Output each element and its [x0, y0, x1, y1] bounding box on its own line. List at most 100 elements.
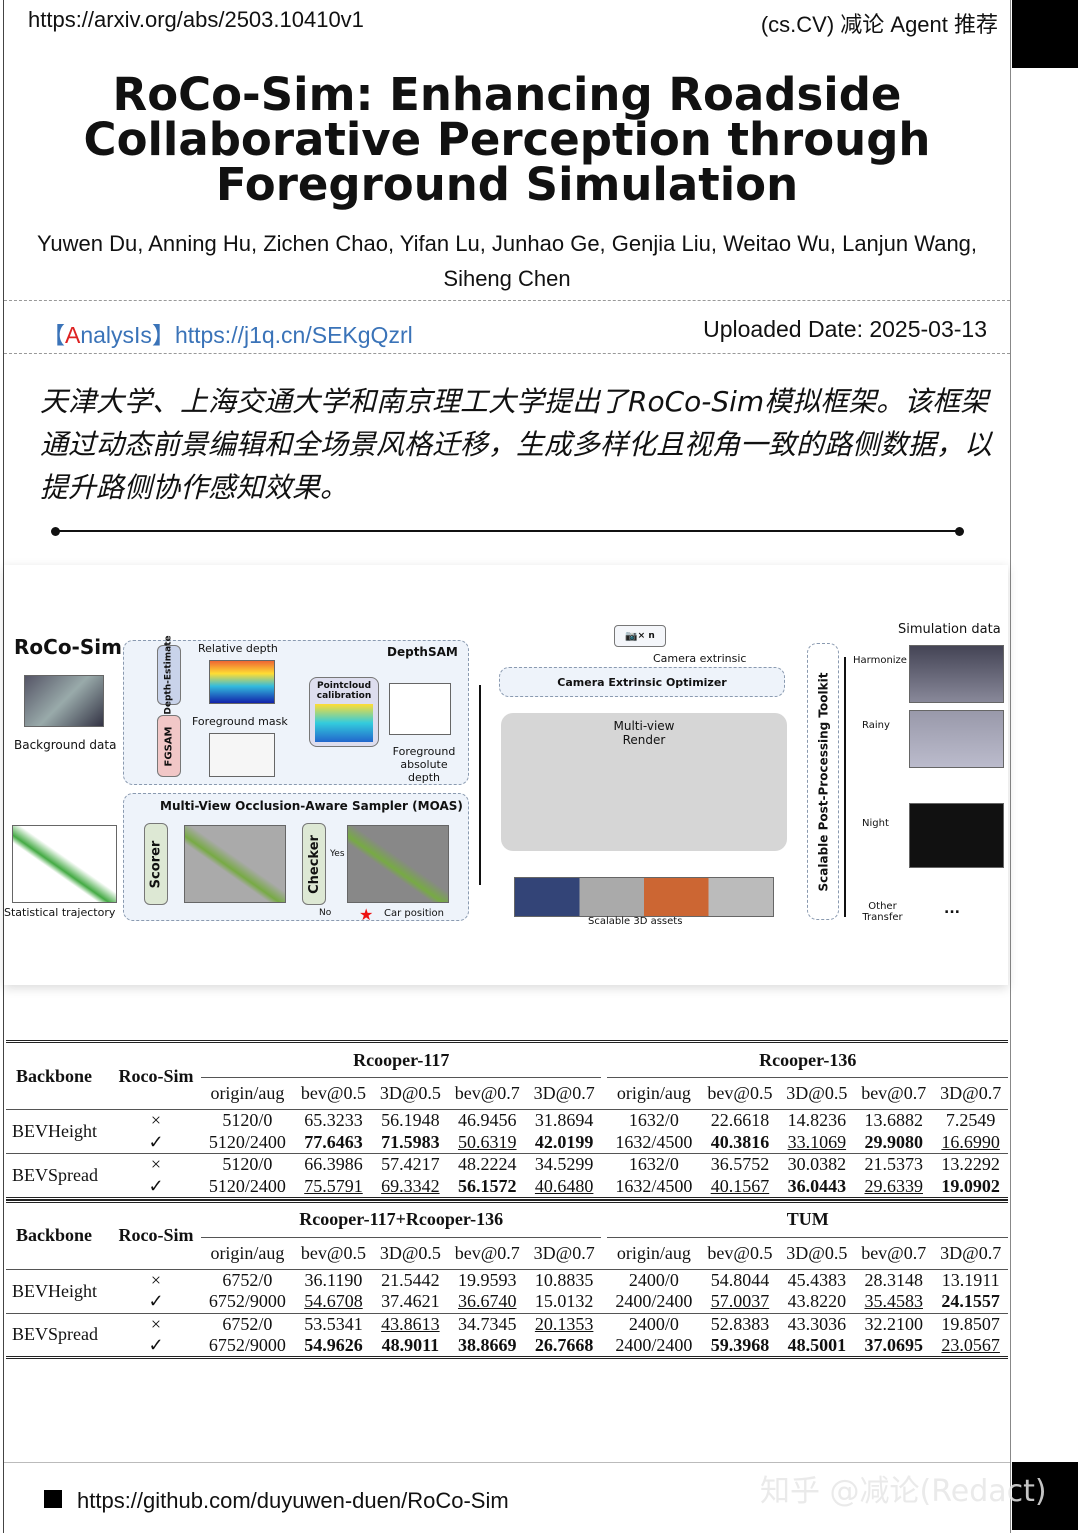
fgsam-box: FGSAM	[157, 715, 181, 777]
value-cell: 48.2224	[447, 1153, 527, 1176]
ellipsis: ...	[944, 901, 960, 917]
rocosim-mark: ✓	[148, 1291, 164, 1312]
value-cell: 46.9456	[447, 1109, 527, 1132]
column-header: origin/aug	[210, 1242, 285, 1263]
background-images	[24, 675, 104, 727]
watermark: 知乎 @减论(Redact)	[760, 1474, 1047, 1509]
value-cell: 22.6618	[700, 1109, 780, 1132]
column-header: 3D@0.5	[786, 1083, 848, 1103]
value-cell: 32.2100	[854, 1312, 934, 1335]
value-cell: 33.1069	[787, 1131, 847, 1152]
paper-title: RoCo-Sim: Enhancing Roadside Collaborati…	[0, 72, 1014, 207]
page-border	[3, 0, 4, 1533]
value-cell: 5120/2400	[208, 1175, 286, 1196]
analysis-text: nalysIs	[80, 322, 152, 348]
value-cell: 36.0443	[787, 1175, 847, 1196]
column-header: origin/aug	[616, 1242, 691, 1263]
value-cell: 52.8383	[700, 1312, 780, 1335]
table-row: BEVSpread × 6752/0 53.5341 43.8613 34.7345 20.…	[6, 1312, 1008, 1358]
column-header: 3D@0.7	[940, 1242, 1002, 1263]
value-cell: 34.5299	[526, 1153, 602, 1176]
table-row: BEVSpread × 5120/0 66.3986 57.4217 48.2224 34.…	[6, 1153, 1008, 1198]
header-backbone: Backbone	[16, 1065, 93, 1086]
value-cell: 20.1353	[526, 1312, 602, 1335]
header-backbone: Backbone	[16, 1225, 93, 1245]
analysis-a: A	[65, 322, 81, 348]
optimizer-box: Camera Extrinsic Optimizer	[499, 667, 785, 697]
value-cell: 57.4217	[373, 1153, 448, 1176]
toolkit-box: Scalable Post-Processing Toolkit	[807, 643, 839, 920]
value-cell: 36.5752	[700, 1153, 780, 1176]
results-tables: Backbone Roco-Sim Rcooper-117 Rcooper-136 or…	[6, 1040, 1010, 1359]
column-header: bev@0.7	[861, 1083, 927, 1103]
moas-label: Multi-View Occlusion-Aware Sampler (MOAS…	[160, 799, 463, 813]
separator-dot	[51, 527, 60, 536]
value-cell: 69.3342	[381, 1175, 440, 1196]
value-cell: 50.6319	[458, 1131, 517, 1152]
pointcloud-image	[315, 704, 373, 742]
value-cell: 54.8044	[700, 1268, 780, 1291]
table-row: ✓ 5120/2400 75.5791 69.3342 56.1572 40.6480 16…	[6, 1176, 1008, 1199]
analysis-link[interactable]: 【AnalysIs】https://j1q.cn/SEKgQzrl	[42, 316, 413, 350]
harmonize-images	[909, 645, 1004, 703]
value-cell: 23.0567	[941, 1335, 1000, 1355]
short-link[interactable]: https://j1q.cn/SEKgQzrl	[174, 322, 413, 348]
value-cell: 37.4621	[381, 1291, 440, 1312]
value-cell: 36.1190	[293, 1268, 374, 1291]
value-cell: 19.8507	[933, 1312, 1008, 1335]
value-cell: 10.8835	[526, 1268, 602, 1291]
value-cell: 2400/2400	[615, 1291, 693, 1312]
value-cell: 48.5001	[787, 1335, 847, 1355]
value-cell: 2400/0	[607, 1312, 701, 1335]
car-position-label: Car position	[384, 908, 445, 919]
rainy-label: Rainy	[862, 720, 890, 731]
value-cell: 75.5791	[304, 1175, 363, 1196]
depth-estimate-box: Depth-Estimate	[157, 635, 181, 715]
column-header: origin/aug	[616, 1083, 691, 1103]
foreground-mask-images	[209, 733, 275, 777]
separator-dot	[955, 527, 964, 536]
value-cell: 1632/4500	[615, 1131, 693, 1152]
value-cell: 34.7345	[447, 1312, 527, 1335]
render-label: Multi-view Render	[613, 719, 675, 747]
value-cell: 1632/0	[607, 1109, 701, 1132]
value-cell: 6752/9000	[208, 1335, 286, 1355]
rocosim-mark: ✓	[148, 1175, 164, 1196]
value-cell: 57.0037	[710, 1291, 770, 1312]
value-cell: 56.1948	[373, 1109, 448, 1132]
foreground-depth-label: Foreground absolute depth	[392, 745, 456, 784]
value-cell: 71.5983	[381, 1131, 440, 1152]
dataset-group-header: Rcooper-117	[201, 1041, 602, 1078]
arxiv-url[interactable]: https://arxiv.org/abs/2503.10410v1	[28, 7, 364, 32]
separator-line	[55, 530, 960, 532]
column-header: bev@0.5	[300, 1242, 366, 1263]
render-box	[501, 713, 787, 851]
title-line: RoCo-Sim: Enhancing Roadside	[112, 68, 902, 121]
rocosim-mark: ✓	[148, 1131, 164, 1152]
value-cell: 7.2549	[933, 1109, 1008, 1132]
value-cell: 19.9593	[447, 1268, 527, 1291]
value-cell: 5120/0	[201, 1109, 294, 1132]
value-cell: 13.2292	[933, 1153, 1008, 1176]
value-cell: 40.3816	[710, 1131, 770, 1152]
value-cell: 40.6480	[534, 1175, 594, 1196]
value-cell: 65.3233	[293, 1109, 374, 1132]
rocosim-mark: ×	[111, 1312, 201, 1335]
value-cell: 16.6990	[941, 1131, 1000, 1152]
night-images	[909, 803, 1004, 868]
pointcloud-label: Pointcloud calibration	[316, 681, 372, 701]
github-link[interactable]: https://github.com/duyuwen-duen/RoCo-Sim	[77, 1488, 509, 1513]
value-cell: 14.8236	[779, 1109, 855, 1132]
value-cell: 13.6882	[854, 1109, 934, 1132]
car-position-map	[347, 825, 449, 903]
value-cell: 56.1572	[458, 1175, 517, 1196]
column-header: bev@0.7	[454, 1083, 520, 1103]
value-cell: 66.3986	[293, 1153, 374, 1176]
value-cell: 6752/0	[201, 1268, 294, 1291]
column-header: bev@0.5	[707, 1083, 773, 1103]
rocosim-mark: ×	[111, 1268, 201, 1291]
column-header: bev@0.5	[707, 1242, 773, 1263]
column-header: 3D@0.5	[786, 1242, 848, 1263]
title-line: Collaborative Perception through	[83, 113, 931, 166]
value-cell: 59.3968	[710, 1335, 770, 1355]
